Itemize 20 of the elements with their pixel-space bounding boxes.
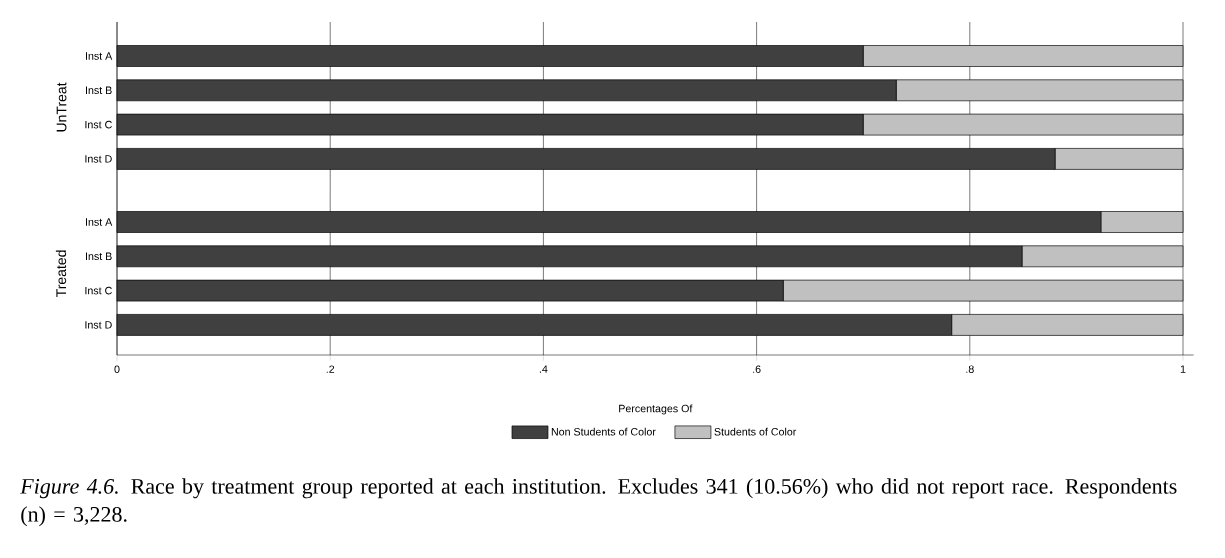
y-tick-label: Inst A [86,218,113,226]
y-tick-label: Inst D [85,155,112,163]
x-tick-label: .2 [326,365,335,373]
y-tick-label: Inst A [86,52,113,60]
legend-title: Percentages Of [619,404,693,415]
x-tick-label: .6 [753,365,761,373]
y-tick-label: Inst C [85,120,112,129]
y-axis-title: Treated [55,250,67,298]
x-tick-label: 0 [114,365,120,373]
x-tick-label: .4 [539,365,548,373]
text: Figure 4.6. Race by treatment group reported at each institution. Excludes 341 (10.56%) who did not report race. Respondents (n) = 3,228. [20,478,1177,527]
x-tick-label: .8 [966,365,974,373]
x-tick-label: 1 [1180,365,1186,373]
y-tick-label: Inst D [85,321,112,329]
legend-label: Students of Color [714,427,797,436]
legend-label: Non Students of Color [551,427,656,436]
y-axis-title: UnTreat [56,82,67,132]
y-tick-label: Inst B [86,86,112,95]
y-tick-label: Inst B [86,252,112,261]
y-tick-label: Inst C [85,286,112,295]
